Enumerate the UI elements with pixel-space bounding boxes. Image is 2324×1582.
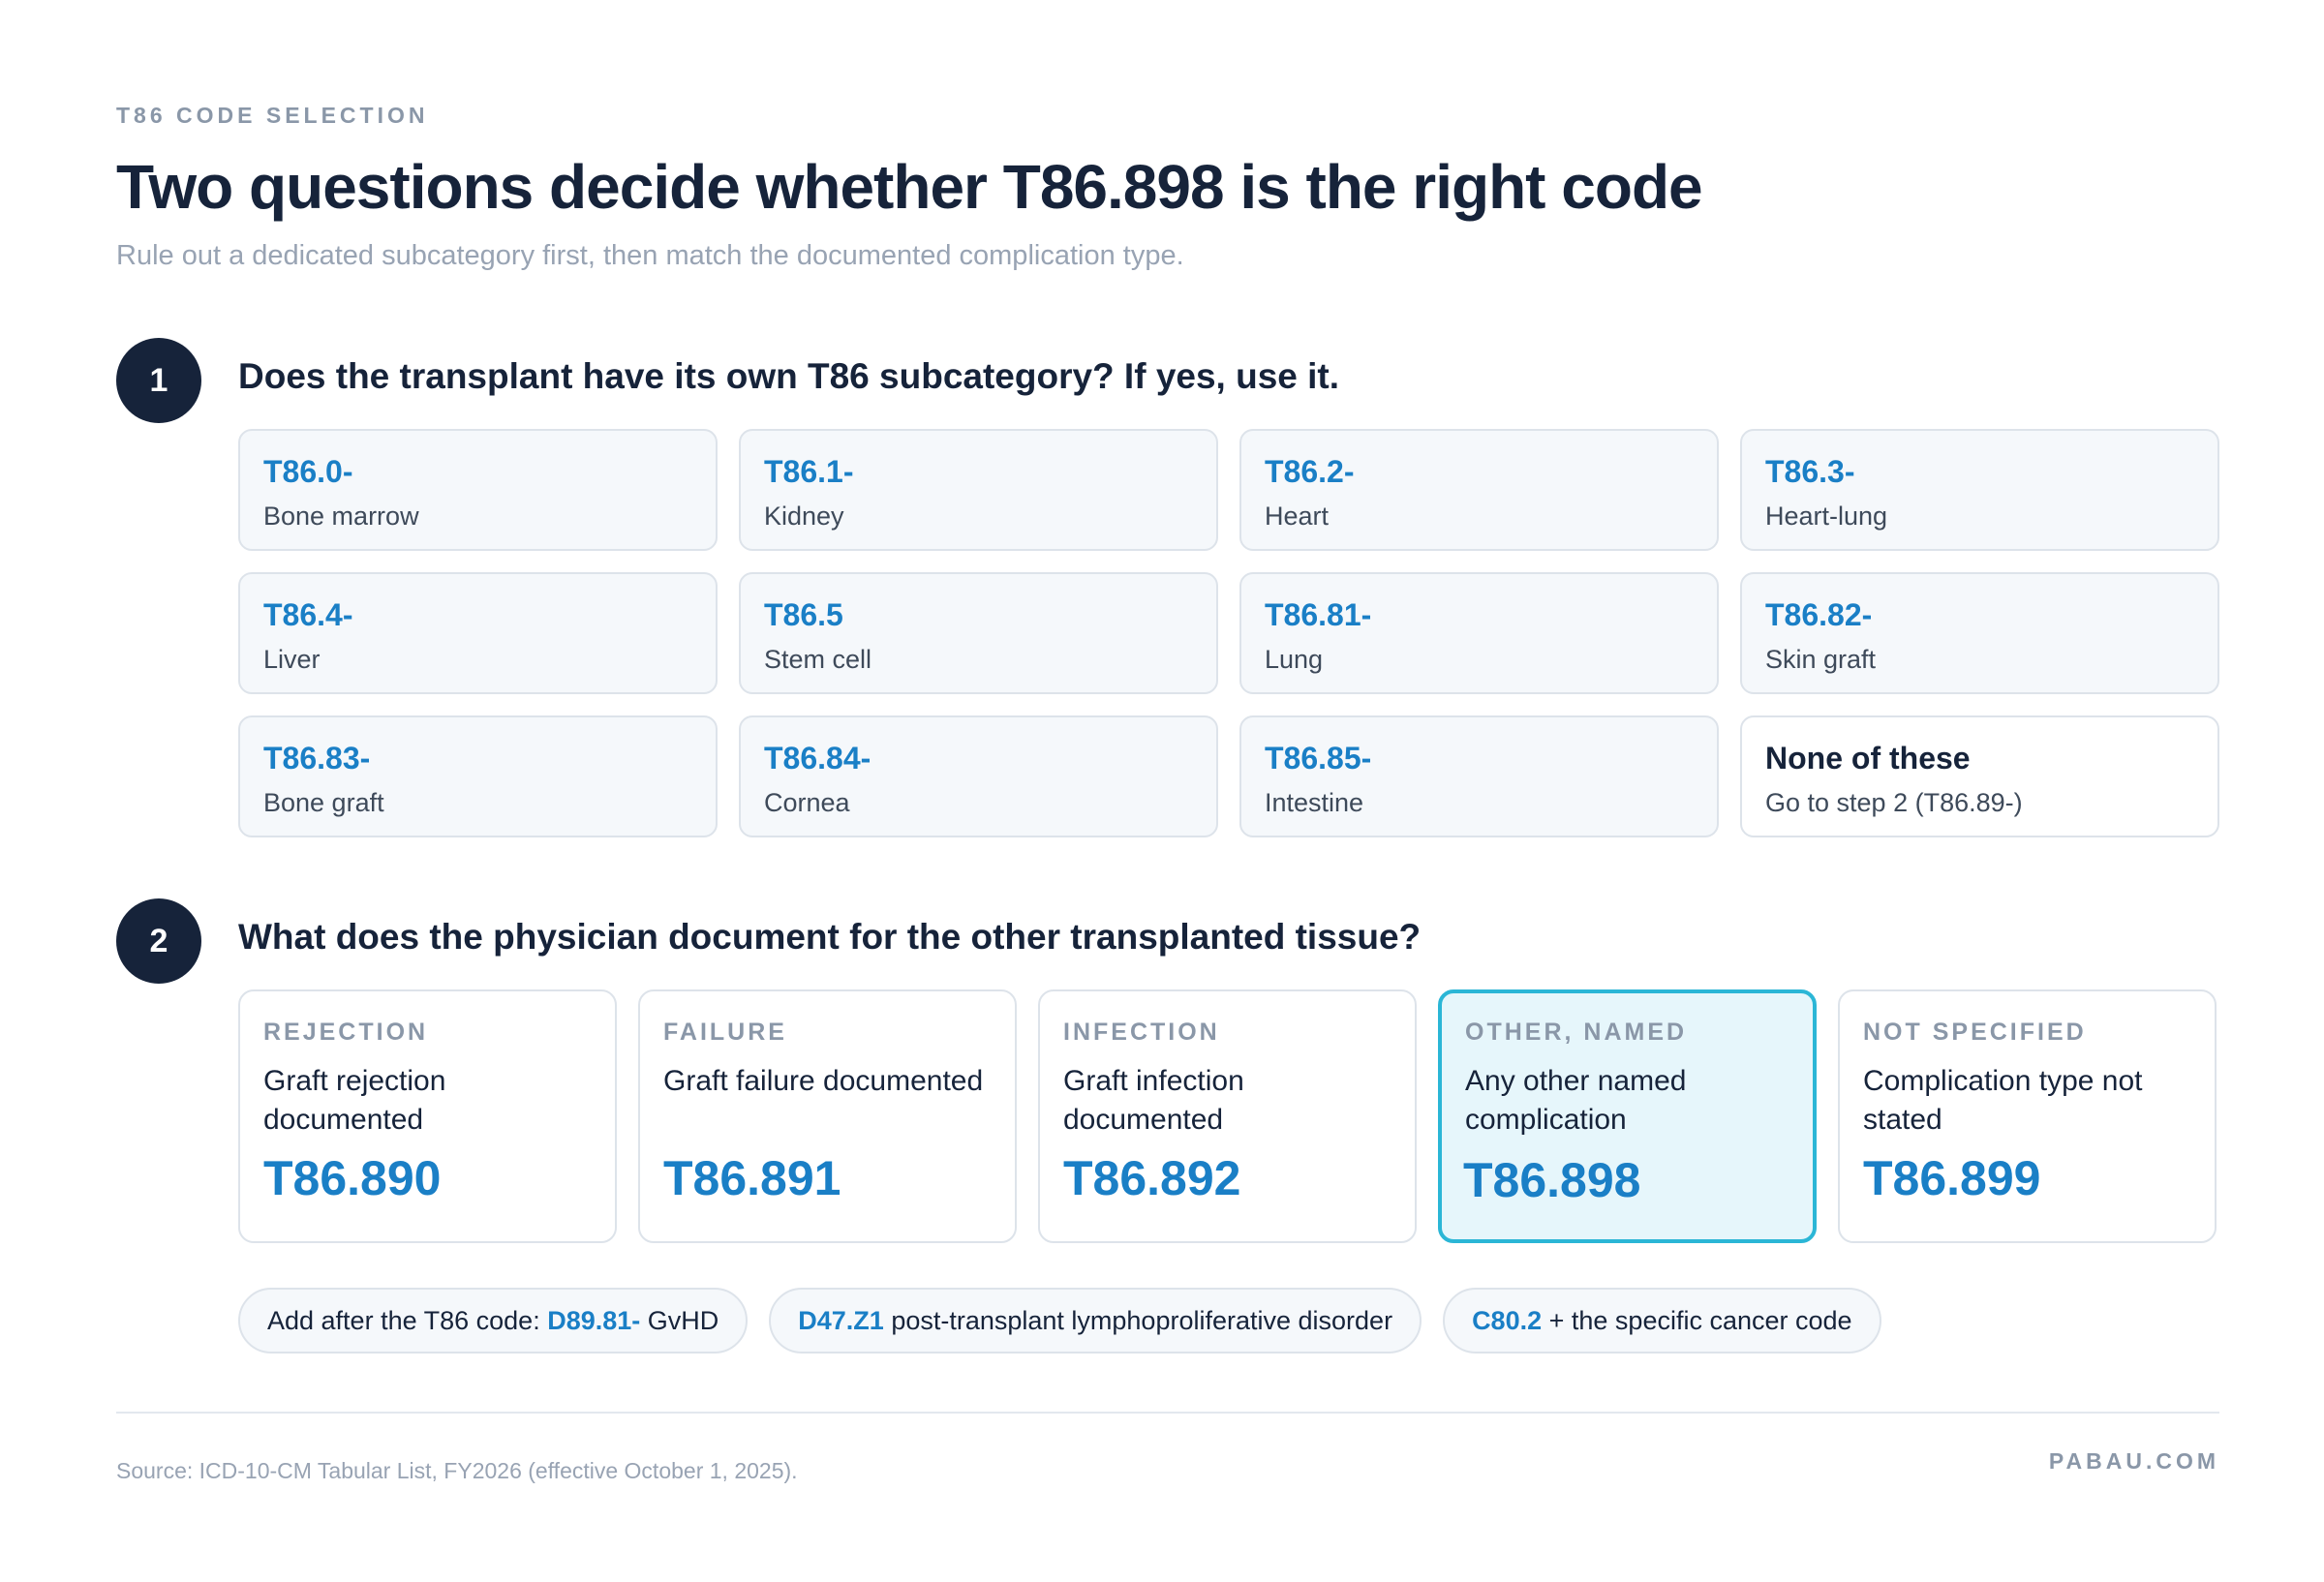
page-title: Two questions decide whether T86.898 is … (116, 152, 1703, 222)
complication-card-rejection: REJECTION Graft rejection documented T86… (238, 989, 617, 1243)
complication-code: T86.899 (1863, 1151, 2041, 1205)
subcategory-card-heart-lung: T86.3- Heart-lung (1740, 429, 2219, 551)
footer-divider (116, 1412, 2219, 1414)
subcategory-label: Heart-lung (1765, 502, 1888, 531)
source-note: Source: ICD-10-CM Tabular List, FY2026 (… (116, 1458, 798, 1483)
subcategory-label: Heart (1265, 502, 1330, 531)
page-subtitle: Rule out a dedicated subcategory first, … (116, 240, 1184, 271)
complication-grid: REJECTION Graft rejection documented T86… (238, 989, 2218, 1243)
subcategory-label: Lung (1265, 645, 1324, 674)
pill-code: C80.2 (1472, 1305, 1543, 1335)
complication-head: REJECTION (263, 1019, 429, 1046)
complication-card-other-named: OTHER, NAMED Any other named complicatio… (1438, 989, 1817, 1243)
subcategory-label: Kidney (764, 502, 844, 531)
subcategory-card-kidney: T86.1- Kidney (739, 429, 1218, 551)
pill-suffix: post-transplant lymphoproliferative diso… (883, 1305, 1393, 1335)
subcategory-label: Bone graft (263, 788, 384, 817)
subcategory-code: T86.81- (1265, 597, 1372, 632)
subcategory-code: T86.4- (263, 597, 353, 632)
pill-cancer: C80.2 + the specific cancer code (1443, 1288, 1881, 1354)
subcategory-code: T86.82- (1765, 597, 1873, 632)
subcategory-label: Skin graft (1765, 645, 1877, 674)
complication-card-infection: INFECTION Graft infection documented T86… (1038, 989, 1417, 1243)
subcategory-card-heart: T86.2- Heart (1239, 429, 1719, 551)
complication-description: Graft failure documented (663, 1065, 984, 1097)
step-1-badge: 1 (116, 338, 201, 423)
additional-codes: Add after the T86 code: D89.81- GvHD D47… (238, 1288, 1881, 1354)
step-2-question: What does the physician document for the… (238, 917, 1422, 957)
subcategory-code: None of these (1765, 741, 1971, 776)
subcategory-card-cornea: T86.84- Cornea (739, 715, 1218, 837)
pill-suffix: + the specific cancer code (1542, 1305, 1852, 1335)
subcategory-label: Liver (263, 645, 321, 674)
subcategory-card-bone-marrow: T86.0- Bone marrow (238, 429, 718, 551)
complication-code: T86.890 (263, 1151, 442, 1205)
subcategory-code: T86.83- (263, 741, 371, 776)
complication-head: NOT SPECIFIED (1863, 1019, 2087, 1046)
subcategory-label: Go to step 2 (T86.89-) (1765, 788, 2023, 817)
complication-code: T86.891 (663, 1151, 841, 1205)
subcategory-label: Cornea (764, 788, 850, 817)
step-2-badge: 2 (116, 898, 201, 984)
pill-code: D89.81- (547, 1305, 641, 1335)
brand-mark: PABAU.COM (2048, 1448, 2219, 1474)
subcategory-card-liver: T86.4- Liver (238, 572, 718, 694)
subcategory-card-skin-graft: T86.82- Skin graft (1740, 572, 2219, 694)
complication-code: T86.892 (1063, 1151, 1241, 1205)
complication-code: T86.898 (1463, 1153, 1641, 1207)
complication-description: Any other named complication (1465, 1065, 1687, 1136)
subcategory-label: Intestine (1265, 788, 1364, 817)
pill-suffix: GvHD (640, 1305, 719, 1335)
subcategory-label: Bone marrow (263, 502, 419, 531)
subcategory-code: T86.2- (1265, 454, 1355, 489)
subcategory-code: T86.3- (1765, 454, 1855, 489)
subcategory-label: Stem cell (764, 645, 872, 674)
pill-prefix: Add after the T86 code: (267, 1305, 548, 1335)
subcategory-card-lung: T86.81- Lung (1239, 572, 1719, 694)
subcategory-card-none: None of these Go to step 2 (T86.89-) (1740, 715, 2219, 837)
subcategory-card-bone-graft: T86.83- Bone graft (238, 715, 718, 837)
subcategory-code: T86.1- (764, 454, 854, 489)
subcategory-grid: T86.0- Bone marrow T86.1- Kidney T86.2- … (238, 429, 2219, 837)
eyebrow-label: T86 CODE SELECTION (116, 103, 429, 128)
complication-head: INFECTION (1063, 1019, 1220, 1046)
complication-head: OTHER, NAMED (1465, 1019, 1688, 1046)
subcategory-code: T86.84- (764, 741, 872, 776)
complication-card-failure: FAILURE Graft failure documented T86.891 (638, 989, 1017, 1243)
pill-gvhd: Add after the T86 code: D89.81- GvHD (238, 1288, 749, 1354)
complication-description: Graft infection documented (1063, 1065, 1244, 1136)
complication-card-not-specified: NOT SPECIFIED Complication type not stat… (1838, 989, 2217, 1243)
complication-description: Complication type not stated (1863, 1065, 2143, 1136)
subcategory-code: T86.85- (1265, 741, 1372, 776)
subcategory-card-intestine: T86.85- Intestine (1239, 715, 1719, 837)
complication-description: Graft rejection documented (263, 1065, 446, 1136)
pill-code: D47.Z1 (798, 1305, 884, 1335)
step-1-question: Does the transplant have its own T86 sub… (238, 356, 1340, 396)
subcategory-code: T86.0- (263, 454, 353, 489)
complication-head: FAILURE (663, 1019, 787, 1046)
pill-ptld: D47.Z1 post-transplant lymphoproliferati… (769, 1288, 1422, 1354)
subcategory-card-stem-cell: T86.5 Stem cell (739, 572, 1218, 694)
subcategory-code: T86.5 (764, 597, 843, 632)
